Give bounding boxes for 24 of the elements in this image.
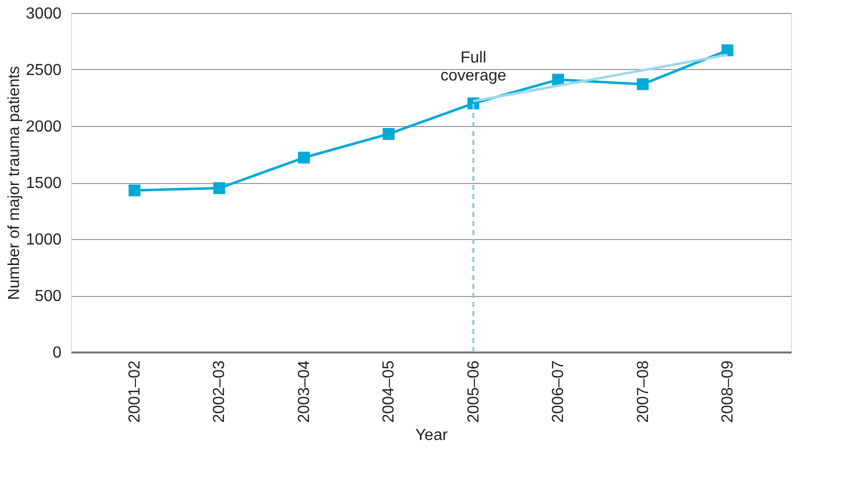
y-tick-label: 2500 <box>26 62 62 79</box>
y-tick-label: 500 <box>34 288 62 305</box>
y-axis-title: Number of major trauma patients <box>6 66 23 300</box>
x-tick-label: 2001–02 <box>126 360 144 423</box>
y-tick-label: 1500 <box>26 175 62 192</box>
y-tick-label: 3000 <box>26 6 62 22</box>
x-tick-label: 2007–08 <box>634 360 652 423</box>
point <box>382 128 395 140</box>
point <box>298 152 310 164</box>
x-axis-title: Year <box>415 426 448 444</box>
point <box>722 44 734 56</box>
point <box>128 184 140 196</box>
y-tick-label: 1000 <box>26 232 62 248</box>
point <box>213 182 226 194</box>
y-tick-label: 0 <box>52 344 62 362</box>
y-tick-label: 2000 <box>26 118 62 136</box>
point <box>636 78 649 90</box>
x-tick-label: 2006–07 <box>550 360 568 423</box>
x-tick-label: 2004–05 <box>380 360 398 423</box>
x-tick-label: 2003–04 <box>296 360 313 423</box>
x-tick-label: 2005–06 <box>465 360 482 423</box>
x-tick-label: 2008–09 <box>719 360 736 423</box>
x-tick-label: 2002–03 <box>211 360 228 423</box>
ref-line-label: Full coverage <box>440 49 506 84</box>
